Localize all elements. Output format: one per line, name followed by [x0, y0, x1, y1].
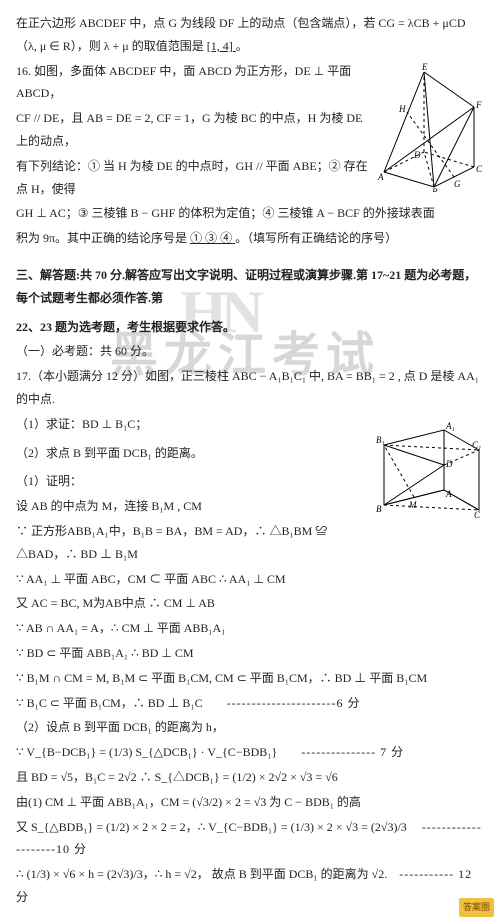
- q15-answer: [1, 4]: [207, 39, 236, 53]
- fig-label-A: A: [377, 172, 384, 182]
- fig-label-D: D: [413, 150, 421, 160]
- fig-label-G: G: [454, 179, 461, 189]
- fig2-B1: B₁: [376, 435, 385, 445]
- q16-line4: GH ⊥ AC；③ 三棱锥 B − GHF 的体积为定值；④ 三棱锥 A − B…: [16, 202, 484, 225]
- fig2-M: M: [408, 500, 417, 510]
- section3-title2: 22、23 题为选考题，考生根据要求作答。: [16, 316, 484, 339]
- q15-line: 在正六边形 ABCDEF 中，点 G 为线段 DF 上的动点（包含端点），若 C…: [16, 12, 484, 58]
- section3-title: 三、解答题:共 70 分.解答应写出文字说明、证明过程或演算步骤.第 17~21…: [16, 264, 484, 310]
- q17-proof-8: ∵ B₁C ⊂ 平面 B₁CM，∴ BD ⊥ B₁C -------------…: [16, 692, 484, 715]
- fig2-C1: C₁: [472, 440, 481, 450]
- section3-sub: （一）必考题：共 60 分。: [16, 340, 484, 363]
- q16-line5: 积为 9π。其中正确的结论序号是 ① ③ ④ 。（填写所有正确结论的序号）: [16, 227, 484, 250]
- score-7: --------------- 7 分: [301, 745, 404, 759]
- fig2-A1: A₁: [445, 421, 455, 431]
- fig2-C: C: [474, 510, 481, 520]
- q17-proof-6: ∵ BD ⊂ 平面 ABB₁A₁ ∴ BD ⊥ CM: [16, 642, 484, 665]
- q17-proof-3: ∵ AA₁ ⊥ 平面 ABC，CM ⊂ 平面 ABC ∴ AA₁ ⊥ CM: [16, 568, 484, 591]
- fig-label-C: C: [476, 164, 483, 174]
- fig-label-F: F: [475, 100, 482, 110]
- q15-tail: 。: [236, 39, 248, 53]
- fig2-B: B: [376, 504, 382, 514]
- score-6: ----------------------6 分: [227, 696, 361, 710]
- fig2-A: A: [445, 489, 452, 499]
- fig-label-B: B: [432, 187, 438, 192]
- fig2-D: D: [445, 459, 453, 469]
- q16-figure: A B C D E F G H: [374, 62, 484, 192]
- q17-calc-2: 且 BD = √5，B₁C = 2√2 ∴ S_{△DCB₁} = (1/2) …: [16, 766, 484, 789]
- q17-proof-2: ∵ 正方形ABB₁A₁中，B₁B = BA，BM = AD，∴ △B₁BM ≌ …: [16, 520, 484, 566]
- q17-figure: A B C A₁ B₁ C₁ D M: [374, 415, 484, 525]
- q17-proof-5: ∵ AB ∩ AA₁ = A，∴ CM ⊥ 平面 ABB₁A₁: [16, 617, 484, 640]
- q17-part2-label: （2）设点 B 到平面 DCB₁ 的距离为 h，: [16, 716, 484, 739]
- q17-calc-1: ∵ V_{B−DCB₁} = (1/3) S_{△DCB₁} · V_{C−BD…: [16, 741, 484, 764]
- q17-proof-4: 又 AC = BC, M为AB中点 ∴ CM ⊥ AB: [16, 592, 484, 615]
- q17-proof-7: ∵ B₁M ∩ CM = M, B₁M ⊂ 平面 B₁CM, CM ⊂ 平面 B…: [16, 667, 484, 690]
- q17-head: 17.（本小题满分 12 分）如图，正三棱柱 ABC − A₁B₁C₁ 中, B…: [16, 365, 484, 411]
- q16-tail: 。（填写所有正确结论的序号）: [235, 231, 397, 245]
- q17-calc-3: 由(1) CM ⊥ 平面 ABB₁A₁，CM = (√3/2) × 2 = √3…: [16, 791, 484, 814]
- fig-label-H: H: [398, 104, 406, 114]
- fig-label-E: E: [421, 62, 428, 72]
- q16-answer: ① ③ ④: [190, 231, 235, 245]
- q17-calc-4: 又 S_{△BDB₁} = (1/2) × 2 × 2 = 2，∴ V_{C−B…: [16, 816, 484, 862]
- q17-calc-5: ∴ (1/3) × √6 × h = (2√3)/3，∴ h = √2， 故点 …: [16, 863, 484, 909]
